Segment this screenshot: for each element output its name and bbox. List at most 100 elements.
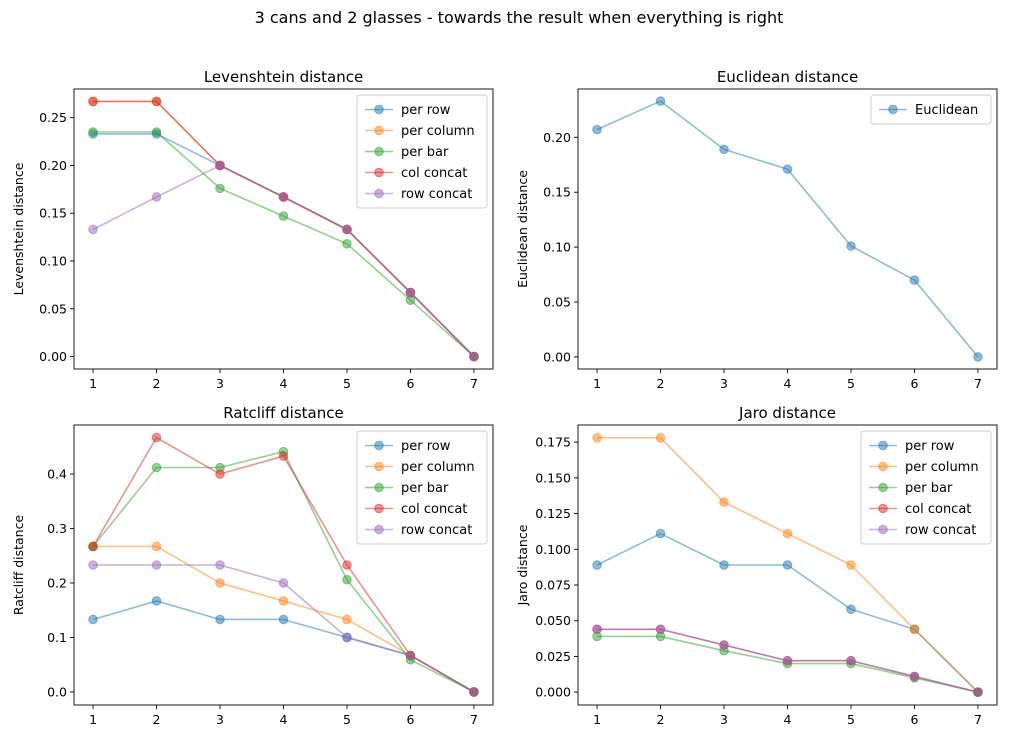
legend-marker (374, 125, 384, 136)
y-tick-label: 0.075 (535, 578, 571, 593)
data-point (846, 604, 856, 615)
y-tick-label: 0.00 (39, 349, 67, 364)
legend-marker (878, 503, 888, 514)
figure-suptitle: 3 cans and 2 glasses - towards the resul… (255, 8, 784, 27)
x-tick-label: 4 (280, 712, 288, 727)
data-point (405, 650, 416, 661)
legend-label: row concat (401, 523, 472, 538)
data-point (592, 433, 602, 443)
x-tick-label: 2 (657, 712, 665, 727)
legend-marker (374, 524, 384, 535)
chart-title: Ratcliff distance (223, 404, 343, 422)
data-point (592, 624, 602, 635)
x-tick-label: 4 (784, 376, 792, 391)
x-tick-label: 4 (784, 712, 792, 727)
data-point (782, 528, 793, 539)
legend: per row per column per bar col concat row co… (860, 430, 992, 545)
legend-marker (878, 524, 888, 535)
y-axis-label: Euclidean distance (515, 170, 530, 288)
data-point (278, 451, 289, 461)
y-tick-label: 0.150 (535, 470, 571, 485)
legend-item: row concat (365, 187, 472, 202)
data-point (88, 614, 98, 625)
data-point (909, 275, 920, 285)
data-point (909, 624, 920, 635)
legend-box (356, 430, 488, 545)
legend-item: per bar (365, 481, 449, 496)
data-point (151, 127, 162, 137)
data-point (151, 432, 162, 443)
x-tick-label: 3 (216, 712, 224, 727)
legend-item: per bar (869, 481, 953, 496)
legend-label: col concat (905, 502, 971, 517)
legend-marker (878, 461, 888, 472)
legend-item: per column (365, 124, 475, 139)
chart-panel-3: Ratcliff distance Ratcliff distance 1 2 3 4 5 6… (11, 404, 494, 727)
data-point (655, 624, 666, 635)
y-tick-label: 0.100 (535, 542, 571, 557)
y-tick-label: 0.050 (535, 613, 571, 628)
data-point (278, 614, 289, 625)
y-tick-label: 0.2 (47, 575, 67, 590)
legend-label: per row (905, 439, 955, 454)
legend-marker (374, 461, 384, 472)
legend-item: col concat (365, 502, 467, 517)
legend-item: Euclidean (879, 103, 978, 118)
x-tick-label: 3 (216, 376, 224, 391)
y-tick-label: 0.025 (535, 649, 571, 664)
data-point (719, 144, 729, 155)
legend-item: col concat (869, 502, 971, 517)
legend-item: col concat (365, 166, 467, 181)
data-point (215, 614, 225, 625)
series-line (92, 600, 475, 693)
legend-marker (374, 188, 384, 199)
legend-marker (374, 146, 384, 157)
y-tick-label: 0.15 (543, 185, 571, 200)
legend-label: per row (401, 103, 451, 118)
legend-label: per bar (905, 481, 953, 496)
x-tick-label: 1 (89, 376, 97, 391)
legend-marker (374, 104, 384, 115)
y-axis-label: Ratcliff distance (11, 515, 26, 616)
legend-label: per row (401, 439, 451, 454)
x-tick-label: 4 (280, 376, 288, 391)
legend-label: col concat (401, 166, 467, 181)
legend-label: per bar (401, 145, 449, 160)
data-point (342, 632, 352, 643)
legend: Euclidean (870, 94, 992, 125)
x-tick-label: 6 (406, 712, 414, 727)
legend-label: col concat (401, 502, 467, 517)
data-point (215, 578, 225, 588)
y-tick-label: 0.10 (543, 240, 571, 255)
data-point (719, 497, 729, 507)
x-tick-label: 5 (343, 712, 351, 727)
series-line (596, 100, 979, 358)
legend-item: per row (365, 439, 451, 454)
data-point (782, 164, 793, 174)
data-point (342, 574, 352, 585)
y-tick-label: 0.25 (39, 110, 67, 125)
chart-panel-2: Euclidean distance Euclidean distance 1 2 3 4… (515, 68, 998, 391)
series-per-row (88, 596, 479, 697)
y-tick-label: 0.000 (535, 685, 571, 700)
legend-label: per column (401, 124, 475, 139)
data-point (215, 183, 225, 194)
data-point (151, 560, 162, 570)
x-tick-label: 3 (720, 376, 728, 391)
panels: Levenshtein distance Levenshtein distance… (11, 68, 998, 727)
legend-box (356, 94, 488, 209)
legend-marker (374, 482, 384, 493)
y-tick-label: 0.125 (535, 506, 571, 521)
legend-item: row concat (365, 523, 472, 538)
y-axis-label: Levenshtein distance (11, 162, 26, 295)
legend-marker (878, 482, 888, 493)
x-tick-label: 3 (720, 712, 728, 727)
legend-label: per bar (401, 481, 449, 496)
legend-box (870, 94, 992, 125)
x-tick-label: 2 (153, 712, 161, 727)
legend-label: per column (905, 460, 979, 475)
data-point (151, 596, 162, 606)
legend-box (860, 430, 992, 545)
data-point (592, 124, 602, 135)
